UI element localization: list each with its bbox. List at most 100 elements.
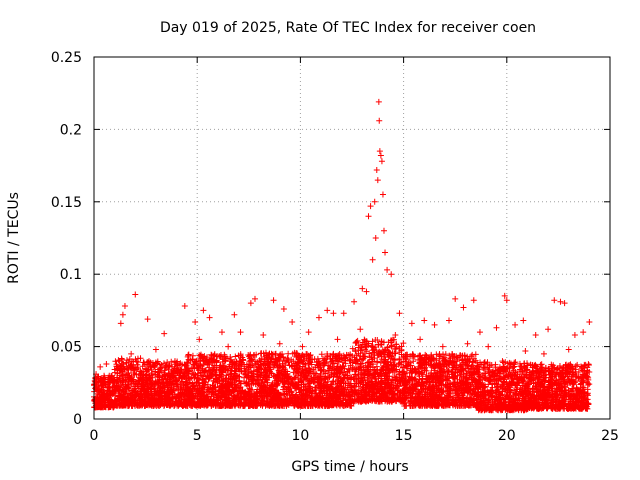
data-point-dense (239, 354, 246, 361)
data-point-dense (199, 372, 206, 379)
data-point-dense (194, 401, 201, 408)
data-point-dense (157, 398, 164, 405)
data-point-dense (147, 377, 154, 384)
data-point-dense (284, 374, 291, 381)
data-point-dense (260, 360, 267, 367)
data-point-dense (283, 358, 290, 365)
data-point-dense (173, 365, 180, 372)
data-point-dense (95, 390, 102, 397)
data-point-dense (241, 374, 248, 381)
data-point-dense (134, 402, 141, 409)
data-point-dense (105, 404, 112, 411)
data-point-dense (174, 381, 181, 388)
data-point-dense (112, 386, 119, 393)
data-point-dense (105, 397, 112, 404)
data-point-dense (268, 358, 275, 365)
data-point-dense (161, 401, 168, 408)
data-point-dense (220, 363, 227, 370)
data-point-dense (199, 354, 206, 361)
data-point-dense (189, 352, 196, 359)
data-point-dense (223, 399, 230, 406)
data-point-dense (250, 352, 257, 359)
data-point-dense (124, 372, 131, 379)
data-point-dense (274, 371, 281, 378)
data-point-dense (168, 384, 175, 391)
data-point-dense (170, 380, 177, 387)
data-point-dense (152, 368, 159, 375)
data-point-dense (158, 364, 165, 371)
data-point-dense (189, 370, 196, 377)
data-point-dense (127, 362, 134, 369)
data-point-dense (230, 374, 237, 381)
data-point-dense (167, 401, 174, 408)
data-point-dense (264, 362, 271, 369)
data-point-dense (168, 368, 175, 375)
data-point-dense (235, 352, 242, 359)
data-point-dense (151, 396, 158, 403)
data-point-dense (258, 397, 265, 404)
data-point-dense (199, 377, 206, 384)
data-point-dense (144, 359, 151, 366)
data-point-dense (204, 361, 211, 368)
data-point-dense (279, 376, 286, 383)
data-point-dense (208, 351, 215, 358)
data-point-dense (145, 365, 152, 372)
data-point-dense (195, 373, 202, 380)
data-point-dense (229, 382, 236, 389)
data-point-dense (123, 385, 130, 392)
data-point-dense (236, 377, 243, 384)
data-point-dense (223, 384, 230, 391)
data-point-dense (279, 379, 286, 386)
data-point-dense (177, 399, 184, 406)
data-point-dense (247, 351, 254, 358)
data-point-dense (138, 400, 145, 407)
data-point-dense (184, 366, 191, 373)
data-point-dense (99, 404, 106, 411)
data-point-dense (205, 358, 212, 365)
data-point-dense (205, 369, 212, 376)
data-point-dense (101, 376, 108, 383)
data-point-dense (176, 372, 183, 379)
data-point-dense (161, 388, 168, 395)
data-point-dense (262, 376, 269, 383)
data-point-dense (118, 362, 125, 369)
data-point-dense (149, 401, 156, 408)
data-point-dense (210, 357, 217, 364)
data-point-dense (106, 384, 113, 391)
data-point-dense (113, 361, 120, 368)
data-point-dense (116, 375, 123, 382)
data-point-dense (226, 363, 233, 370)
data-point-dense (179, 390, 186, 397)
data-point-dense (222, 382, 229, 389)
data-point-dense (292, 365, 299, 372)
data-point-dense (203, 396, 210, 403)
data-point-dense (216, 364, 223, 371)
data-point-dense (174, 393, 181, 400)
data-point-dense (227, 354, 234, 361)
data-point-dense (128, 380, 135, 387)
data-point-dense (272, 351, 279, 358)
data-point-dense (173, 359, 180, 366)
data-point-dense (205, 364, 212, 371)
data-point-dense (238, 390, 245, 397)
data-point-dense (286, 386, 293, 393)
data-point-dense (121, 365, 128, 372)
data-point-dense (234, 388, 241, 395)
data-point-dense (213, 353, 220, 360)
data-point-dense (202, 373, 209, 380)
data-point-dense (192, 359, 199, 366)
data-point-dense (156, 384, 163, 391)
data-point-dense (237, 380, 244, 387)
data-point-dense (273, 357, 280, 364)
data-point-dense (233, 383, 240, 390)
data-point-dense (139, 363, 146, 370)
data-point-dense (216, 372, 223, 379)
data-point-dense (223, 372, 230, 379)
data-point-dense (231, 378, 238, 385)
data-point-dense (166, 381, 173, 388)
data-point-dense (121, 402, 128, 409)
data-point-dense (117, 399, 124, 406)
data-point-dense (236, 367, 243, 374)
data-point-dense (113, 402, 120, 409)
